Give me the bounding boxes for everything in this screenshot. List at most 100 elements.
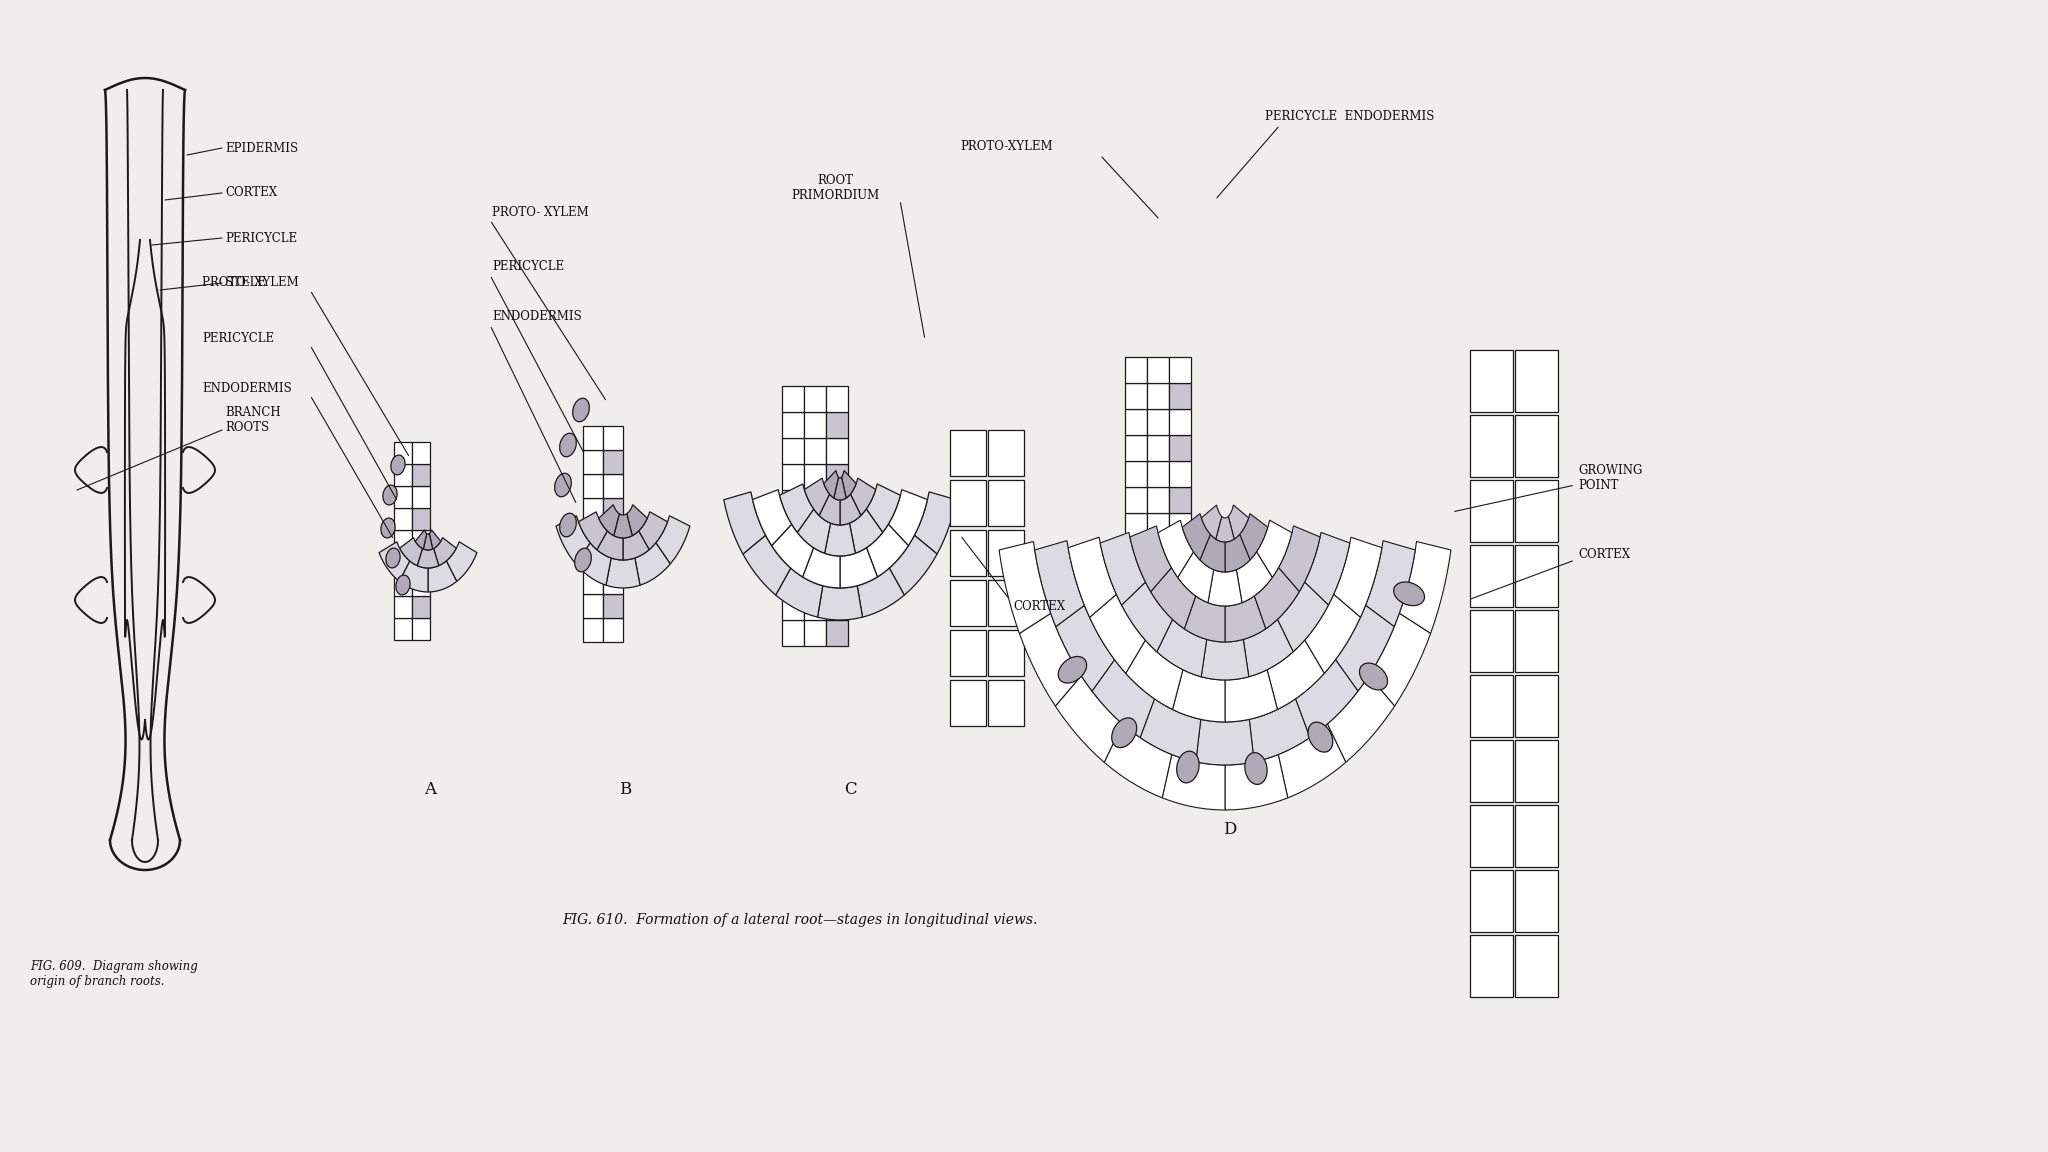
Bar — [1470, 350, 1513, 412]
Text: C: C — [844, 781, 856, 798]
Polygon shape — [842, 470, 856, 498]
Bar — [393, 574, 412, 596]
Bar — [805, 568, 825, 594]
Polygon shape — [1020, 613, 1081, 706]
Bar — [1147, 461, 1169, 487]
Bar — [1147, 357, 1169, 382]
Text: PERICYCLE: PERICYCLE — [203, 332, 274, 344]
Bar — [1147, 539, 1169, 564]
Polygon shape — [1182, 514, 1210, 560]
Bar — [584, 522, 602, 546]
Polygon shape — [1243, 620, 1292, 676]
Bar — [987, 630, 1024, 676]
Bar — [412, 464, 430, 486]
Bar — [584, 570, 602, 594]
Bar — [1470, 740, 1513, 802]
Bar — [1516, 805, 1559, 867]
Bar — [805, 516, 825, 541]
Bar — [825, 386, 848, 412]
Bar — [1169, 643, 1192, 669]
Polygon shape — [743, 536, 791, 596]
Bar — [1124, 669, 1147, 695]
Polygon shape — [1151, 568, 1196, 629]
Bar — [805, 386, 825, 412]
Polygon shape — [557, 516, 590, 564]
Bar — [782, 386, 805, 412]
Bar — [1124, 357, 1147, 382]
Bar — [393, 508, 412, 530]
Bar — [1124, 591, 1147, 617]
Polygon shape — [1157, 620, 1206, 676]
Polygon shape — [1225, 669, 1278, 722]
Bar — [1147, 695, 1169, 721]
Text: ENDODERMIS: ENDODERMIS — [492, 311, 582, 324]
Bar — [584, 617, 602, 642]
Ellipse shape — [559, 433, 575, 457]
Bar — [782, 620, 805, 646]
Text: PROTO- XYLEM: PROTO- XYLEM — [203, 275, 299, 288]
Polygon shape — [834, 477, 846, 500]
Polygon shape — [805, 478, 829, 515]
Bar — [1516, 870, 1559, 932]
Bar — [584, 450, 602, 473]
Polygon shape — [752, 490, 793, 546]
Polygon shape — [434, 538, 457, 566]
Bar — [412, 508, 430, 530]
Bar — [1470, 415, 1513, 477]
Polygon shape — [803, 547, 840, 588]
Polygon shape — [416, 530, 426, 550]
Polygon shape — [866, 524, 909, 577]
Ellipse shape — [391, 455, 406, 475]
Text: B: B — [618, 781, 631, 798]
Bar — [393, 596, 412, 617]
Polygon shape — [1178, 552, 1214, 602]
Bar — [1124, 409, 1147, 435]
Bar — [1470, 545, 1513, 607]
Polygon shape — [1090, 594, 1145, 673]
Polygon shape — [913, 492, 956, 554]
Bar — [1169, 539, 1192, 564]
Polygon shape — [639, 511, 668, 550]
Polygon shape — [379, 541, 410, 582]
Ellipse shape — [395, 575, 410, 594]
Bar — [1147, 513, 1169, 539]
Bar — [393, 464, 412, 486]
Polygon shape — [780, 484, 813, 532]
Polygon shape — [999, 541, 1051, 634]
Bar — [950, 579, 985, 626]
Bar — [584, 426, 602, 450]
Ellipse shape — [385, 548, 399, 568]
Bar — [950, 680, 985, 726]
Bar — [1169, 564, 1192, 591]
Bar — [825, 541, 848, 568]
Bar — [782, 438, 805, 464]
Bar — [1516, 675, 1559, 737]
Polygon shape — [1249, 699, 1311, 761]
Bar — [782, 516, 805, 541]
Text: PROTO-XYLEM: PROTO-XYLEM — [961, 139, 1053, 152]
Polygon shape — [858, 568, 905, 617]
Text: A: A — [424, 781, 436, 798]
Polygon shape — [614, 514, 633, 538]
Polygon shape — [1034, 540, 1085, 627]
Polygon shape — [575, 543, 610, 585]
Bar — [393, 442, 412, 464]
Bar — [1147, 591, 1169, 617]
Bar — [1169, 669, 1192, 695]
Bar — [1124, 539, 1147, 564]
Bar — [393, 530, 412, 552]
Ellipse shape — [1112, 718, 1137, 748]
Text: PERICYCLE: PERICYCLE — [225, 232, 297, 244]
Bar — [805, 438, 825, 464]
Bar — [1124, 513, 1147, 539]
Bar — [805, 412, 825, 438]
Bar — [1470, 675, 1513, 737]
Polygon shape — [889, 490, 928, 546]
Polygon shape — [1327, 676, 1395, 763]
Polygon shape — [596, 531, 623, 560]
Bar — [805, 490, 825, 516]
Polygon shape — [850, 509, 883, 553]
Polygon shape — [1208, 570, 1241, 606]
Bar — [782, 464, 805, 490]
Bar — [412, 486, 430, 508]
